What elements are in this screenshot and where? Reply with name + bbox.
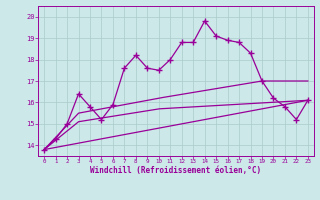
X-axis label: Windchill (Refroidissement éolien,°C): Windchill (Refroidissement éolien,°C) — [91, 166, 261, 175]
